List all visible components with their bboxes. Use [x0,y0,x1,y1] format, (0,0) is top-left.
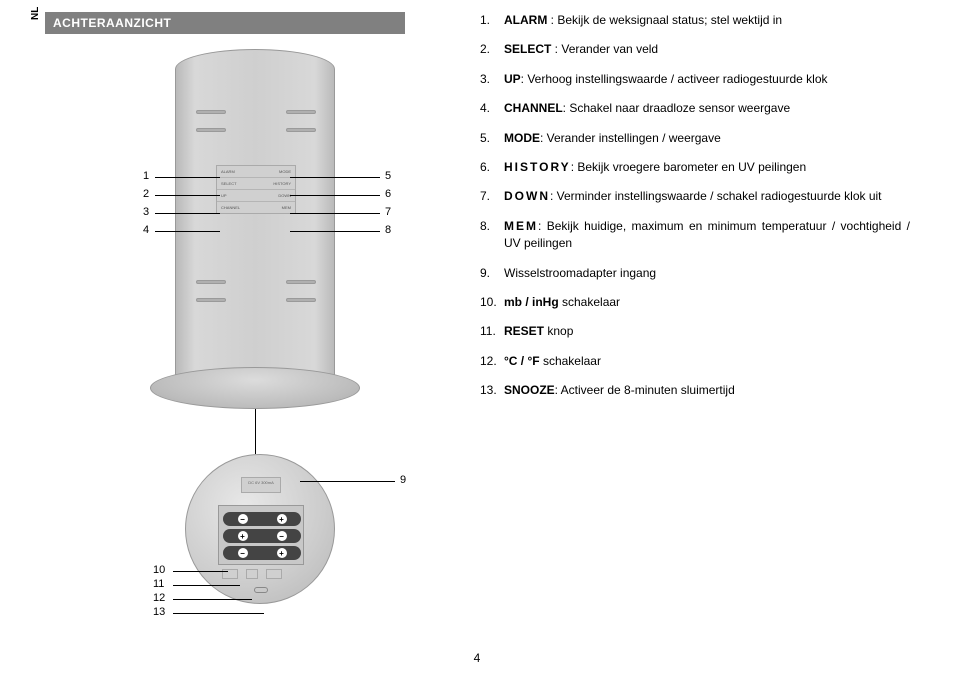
item-number: 9. [480,265,504,282]
feature-item: 4.CHANNEL: Schakel naar draadloze sensor… [480,100,910,117]
callout-label-1: 1 [143,170,149,182]
item-number: 8. [480,218,504,253]
callout-label-7: 7 [385,206,391,218]
item-number: 7. [480,188,504,205]
button-panel: ALARMMODESELECTHISTORYUPDOWNCHANNELMEM [216,165,296,214]
callout-label-5: 5 [385,170,391,182]
feature-item: 3.UP: Verhoog instellingswaarde / active… [480,71,910,88]
callout-line-4 [155,231,220,232]
feature-item: 7.DOWN: Verminder instellingswaarde / sc… [480,188,910,205]
item-body: °C / °F schakelaar [504,353,910,370]
feature-item: 11.RESET knop [480,323,910,340]
connector-line [255,409,256,454]
left-column: ACHTERAANZICHT ALARMMODESELECTHISTORYUPD… [45,12,445,639]
feature-item: 6.HISTORY: Bekijk vroegere barometer en … [480,159,910,176]
item-body: CHANNEL: Schakel naar draadloze sensor w… [504,100,910,117]
feature-item: 12.°C / °F schakelaar [480,353,910,370]
device-bottom-view: DC 6V 300mA −+ +− −+ [185,454,335,604]
item-number: 12. [480,353,504,370]
callout-line-9 [300,481,395,482]
item-number: 6. [480,159,504,176]
feature-list: 1.ALARM : Bekijk de weksignaal status; s… [480,12,910,399]
item-number: 10. [480,294,504,311]
item-number: 13. [480,382,504,399]
callout-line-2 [155,195,220,196]
right-column: 1.ALARM : Bekijk de weksignaal status; s… [480,12,910,411]
callout-label-10: 10 [153,564,165,576]
callout-label-8: 8 [385,224,391,236]
callout-line-10 [173,571,228,572]
item-number: 2. [480,41,504,58]
item-body: MEM: Bekijk huidige, maximum en minimum … [504,218,910,253]
item-body: mb / inHg schakelaar [504,294,910,311]
item-number: 5. [480,130,504,147]
callout-line-13 [173,613,264,614]
callout-label-9: 9 [400,474,406,486]
item-number: 11. [480,323,504,340]
callout-line-11 [173,585,240,586]
feature-item: 1.ALARM : Bekijk de weksignaal status; s… [480,12,910,29]
item-number: 4. [480,100,504,117]
callout-line-1 [155,177,220,178]
callout-line-12 [173,599,252,600]
callout-line-7 [290,213,380,214]
item-number: 1. [480,12,504,29]
feature-item: 13.SNOOZE: Activeer de 8-minuten sluimer… [480,382,910,399]
rear-view-diagram: ALARMMODESELECTHISTORYUPDOWNCHANNELMEM D… [45,49,445,639]
callout-label-2: 2 [143,188,149,200]
feature-item: 5.MODE: Verander instellingen / weergave [480,130,910,147]
item-body: Wisselstroomadapter ingang [504,265,910,282]
callout-line-6 [290,195,380,196]
item-body: ALARM : Bekijk de weksignaal status; ste… [504,12,910,29]
device-back-panel: ALARMMODESELECTHISTORYUPDOWNCHANNELMEM [175,49,335,379]
battery-compartment: −+ +− −+ [218,505,304,565]
callout-label-12: 12 [153,592,165,604]
feature-item: 2.SELECT : Verander van veld [480,41,910,58]
page-number: 4 [0,651,954,665]
item-body: SNOOZE: Activeer de 8-minuten sluimertij… [504,382,910,399]
callout-line-8 [290,231,380,232]
item-body: DOWN: Verminder instellingswaarde / scha… [504,188,910,205]
item-number: 3. [480,71,504,88]
callout-label-13: 13 [153,606,165,618]
callout-label-6: 6 [385,188,391,200]
callout-label-3: 3 [143,206,149,218]
callout-line-5 [290,177,380,178]
item-body: HISTORY: Bekijk vroegere barometer en UV… [504,159,910,176]
item-body: UP: Verhoog instellingswaarde / activeer… [504,71,910,88]
item-body: MODE: Verander instellingen / weergave [504,130,910,147]
feature-item: 10.mb / inHg schakelaar [480,294,910,311]
feature-item: 8.MEM: Bekijk huidige, maximum en minimu… [480,218,910,253]
section-title: ACHTERAANZICHT [45,12,405,34]
item-body: RESET knop [504,323,910,340]
feature-item: 9.Wisselstroomadapter ingang [480,265,910,282]
device-base [150,367,360,409]
callout-line-3 [155,213,220,214]
item-body: SELECT : Verander van veld [504,41,910,58]
callout-label-11: 11 [153,578,164,590]
language-tab: NL [30,7,41,20]
callout-label-4: 4 [143,224,149,236]
